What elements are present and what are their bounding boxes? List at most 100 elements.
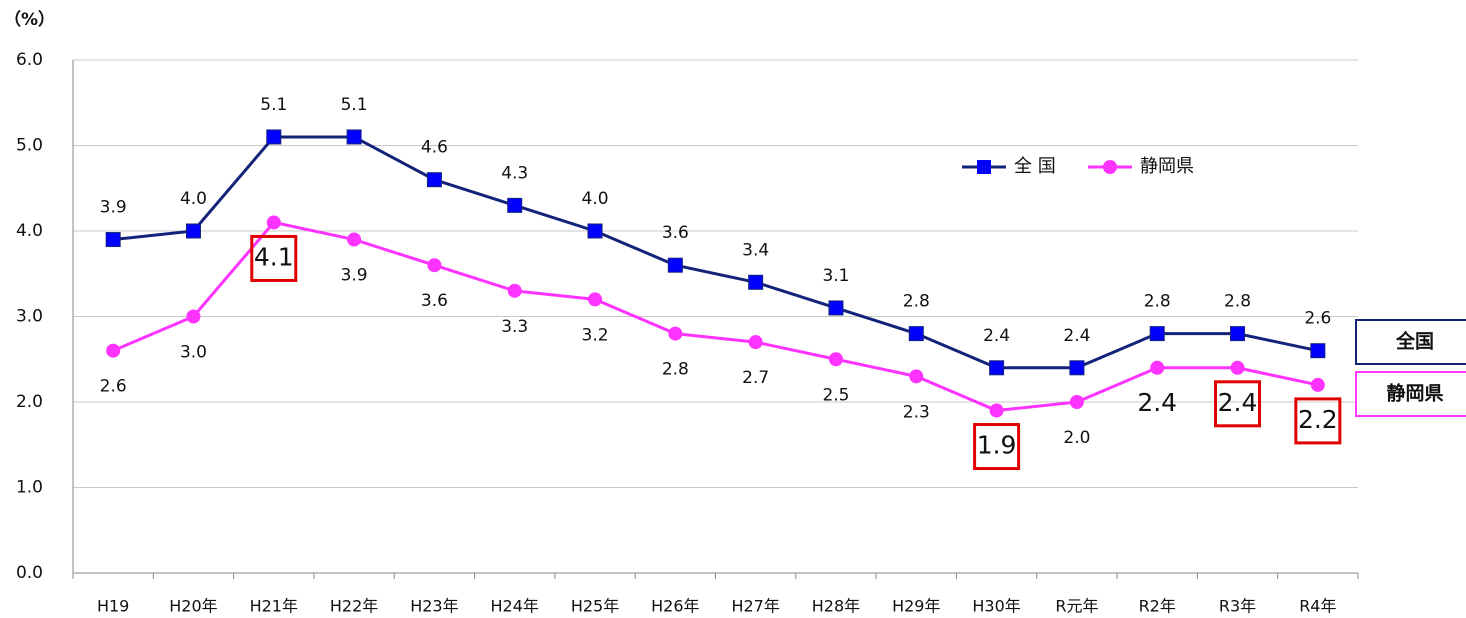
x-tick-label: H21年: [250, 597, 298, 616]
marker: [1230, 360, 1245, 375]
marker: [1069, 395, 1084, 409]
marker: [426, 172, 442, 188]
x-tick-label: R4年: [1299, 597, 1336, 616]
x-tick-label: H28年: [812, 597, 860, 616]
y-tick-label: 2.0: [16, 392, 43, 412]
highlight-box: [1294, 397, 1342, 445]
data-label: 4.0: [180, 189, 207, 209]
x-tick-label: H19: [97, 597, 129, 616]
data-label: 2.4: [1218, 388, 1258, 417]
marker: [908, 326, 924, 342]
data-label: 4.6: [421, 138, 448, 158]
data-label: 2.8: [1224, 292, 1251, 312]
data-label: 2.6: [100, 377, 127, 397]
highlight-box: [250, 234, 298, 282]
end-label-box: [1355, 319, 1466, 365]
y-tick-label: 0.0: [16, 563, 43, 583]
marker: [266, 215, 281, 230]
marker: [1230, 326, 1246, 342]
data-label: 4.1: [254, 242, 294, 271]
marker: [347, 232, 362, 247]
marker: [507, 283, 522, 298]
x-tick-label: H30年: [972, 597, 1020, 616]
end-label-box: [1355, 371, 1466, 417]
data-label: 4.3: [501, 163, 528, 183]
x-tick-label: H23年: [410, 597, 458, 616]
marker: [106, 343, 121, 358]
marker: [1150, 360, 1165, 375]
data-label: 2.8: [662, 360, 689, 380]
data-label: 3.3: [501, 317, 528, 337]
data-label: 4.0: [582, 189, 609, 209]
x-tick-label: H24年: [491, 597, 539, 616]
y-tick-label: 5.0: [16, 136, 43, 156]
x-tick-label: H22年: [330, 597, 378, 616]
marker: [1310, 343, 1326, 359]
data-label: 1.9: [977, 431, 1017, 460]
data-label: 3.2: [582, 325, 609, 345]
data-label: 2.7: [742, 368, 769, 388]
data-label: 2.0: [1063, 428, 1090, 448]
marker: [186, 309, 201, 324]
marker: [105, 232, 121, 248]
y-tick-label: 3.0: [16, 307, 43, 327]
x-tick-label: R2年: [1139, 597, 1176, 616]
x-tick-label: R3年: [1219, 597, 1256, 616]
marker: [588, 292, 603, 307]
marker: [266, 129, 282, 145]
end-label: 全国: [1395, 330, 1434, 353]
marker: [1069, 360, 1085, 376]
marker: [909, 369, 924, 384]
data-label: 2.3: [903, 402, 930, 422]
marker: [667, 257, 683, 273]
data-label: 3.6: [662, 223, 689, 243]
data-label: 3.1: [822, 266, 849, 286]
legend-marker: [977, 160, 991, 174]
series-line: [112, 135, 1319, 370]
data-label: 3.9: [341, 266, 368, 286]
legend-marker: [1103, 160, 1117, 174]
marker: [427, 258, 442, 273]
data-label: 3.6: [421, 291, 448, 311]
marker: [1149, 326, 1165, 342]
data-label: 2.4: [983, 326, 1010, 346]
series-line: [112, 220, 1319, 413]
data-label: 2.5: [822, 385, 849, 405]
data-label: 2.4: [1137, 388, 1177, 417]
marker: [507, 197, 523, 213]
marker: [668, 326, 683, 341]
x-tick-label: H26年: [651, 597, 699, 616]
data-label: 3.0: [180, 343, 207, 363]
y-tick-label: 6.0: [16, 50, 43, 70]
y-tick-label: 4.0: [16, 221, 43, 241]
data-label: 5.1: [341, 95, 368, 115]
data-label: 2.8: [903, 292, 930, 312]
data-label: 2.6: [1304, 309, 1331, 329]
marker: [185, 223, 201, 239]
marker: [828, 300, 844, 316]
highlight-box: [1214, 380, 1262, 428]
marker: [1310, 377, 1325, 392]
data-label: 2.8: [1144, 292, 1171, 312]
data-label: 2.2: [1298, 405, 1338, 434]
data-label: 2.4: [1063, 326, 1090, 346]
x-tick-label: H27年: [731, 597, 779, 616]
marker: [828, 352, 843, 367]
end-label: 静岡県: [1386, 382, 1443, 405]
data-label: 3.9: [100, 198, 127, 218]
marker: [748, 274, 764, 290]
marker: [989, 360, 1005, 376]
marker: [748, 335, 763, 350]
legend-label: 静岡県: [1140, 156, 1194, 177]
y-tick-label: 1.0: [16, 478, 43, 498]
marker: [346, 129, 362, 145]
x-tick-label: H29年: [892, 597, 940, 616]
y-unit-label: （%）: [4, 9, 55, 30]
x-tick-label: R元年: [1055, 597, 1098, 616]
marker: [989, 403, 1004, 418]
marker: [587, 223, 603, 239]
data-label: 3.4: [742, 240, 769, 260]
highlight-box: [973, 423, 1021, 471]
data-label: 5.1: [260, 95, 287, 115]
